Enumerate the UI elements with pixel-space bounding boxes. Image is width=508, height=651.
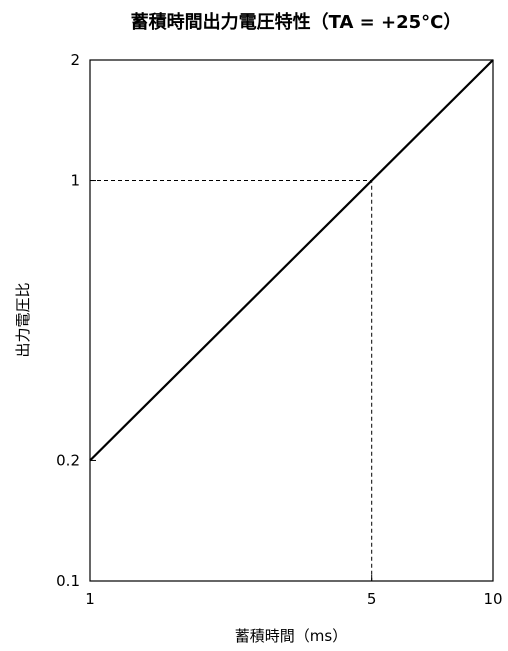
x-axis-label: 蓄積時間（ms）: [235, 627, 347, 645]
y-tick-label: 0.2: [56, 451, 80, 469]
reference-line-0: [90, 180, 373, 581]
y-tick-label: 2: [70, 51, 80, 69]
x-tick-labels: 1 5 10: [85, 575, 503, 608]
y-tick-label: 0.1: [56, 572, 80, 590]
y-tick-label: 1: [70, 172, 80, 190]
series-line-0: [89, 59, 494, 462]
x-tick-label: 10: [483, 590, 502, 608]
plot-frame: [89, 59, 494, 582]
x-tick-label: 5: [367, 590, 377, 608]
y-axis-label: 出力電圧比: [14, 282, 32, 357]
chart-title: 蓄積時間出力電圧特性（TA = +25°C）: [131, 11, 462, 33]
x-tick-label: 1: [85, 590, 95, 608]
y-tick-labels: 0.1 0.2 1 2: [56, 51, 96, 590]
plot-marks: [89, 59, 494, 581]
